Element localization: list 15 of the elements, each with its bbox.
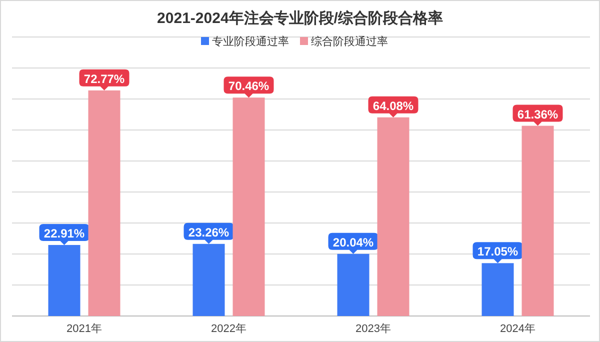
data-label: 61.36% (517, 107, 558, 122)
chart-title: 2021-2024年注会专业阶段/综合阶段合格率 (157, 9, 443, 27)
data-label: 20.04% (332, 235, 374, 250)
legend-label: 综合阶段通过率 (311, 35, 388, 48)
data-label: 64.08% (372, 98, 414, 113)
data-label: 70.46% (228, 79, 270, 94)
legend-label: 专业阶段通过率 (212, 35, 289, 48)
data-label: 17.05% (477, 244, 518, 259)
x-tick-label: 2022年 (211, 323, 246, 335)
x-tick-label: 2021年 (66, 323, 102, 335)
data-label: 72.77% (84, 72, 125, 86)
data-label: 23.26% (188, 225, 230, 240)
x-tick-label: 2023年 (356, 323, 391, 335)
x-tick-label: 2024年 (500, 323, 536, 335)
data-label: 22.91% (44, 226, 85, 240)
